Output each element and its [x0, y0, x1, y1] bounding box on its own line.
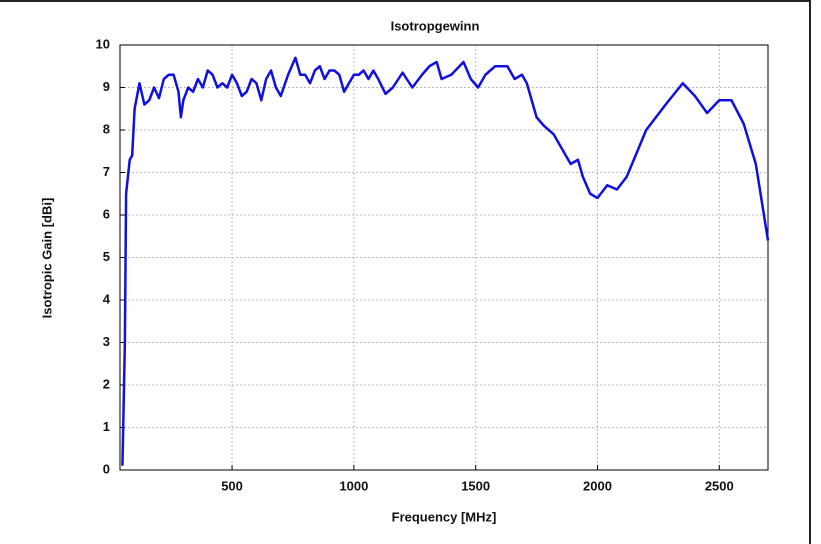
y-tick-label: 8: [103, 121, 110, 136]
x-tick-label: 2000: [583, 478, 612, 493]
y-tick-label: 9: [103, 79, 110, 94]
plot-frame: [119, 44, 769, 471]
y-tick-label: 7: [103, 164, 110, 179]
y-tick-label: 0: [103, 461, 110, 476]
x-axis-label: Frequency [MHz]: [392, 509, 497, 524]
y-tick-label: 2: [103, 376, 110, 391]
chart-title: Isotropgewinn: [391, 18, 480, 33]
y-tick-label: 3: [103, 334, 110, 349]
x-tick-label: 1500: [461, 478, 490, 493]
x-tick-label: 500: [221, 478, 243, 493]
y-tick-label: 1: [103, 419, 110, 434]
y-axis-label: Isotropic Gain [dBi]: [39, 198, 54, 319]
y-tick-label: 6: [103, 206, 110, 221]
y-tick-label: 10: [96, 36, 110, 51]
x-tick-label: 2500: [705, 478, 734, 493]
data-line: [121, 56, 770, 466]
y-tick-label: 4: [103, 291, 111, 306]
x-tick-label: 1000: [339, 478, 368, 493]
y-tick-label: 5: [103, 249, 110, 264]
